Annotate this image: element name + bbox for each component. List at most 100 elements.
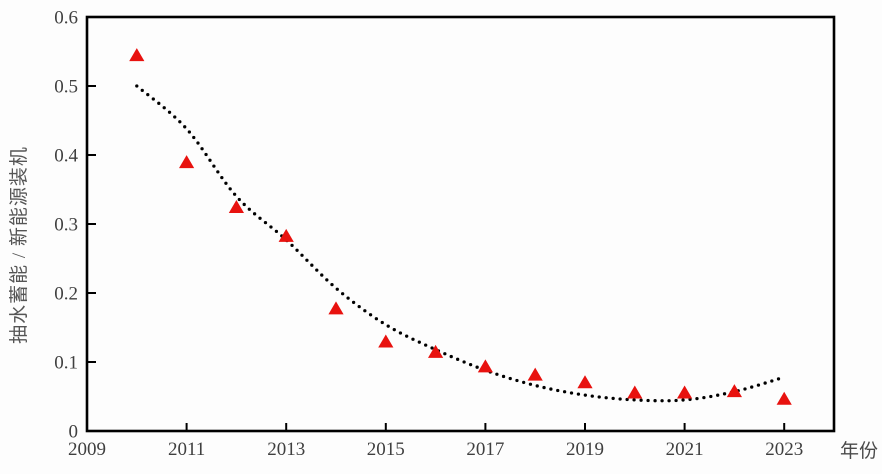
trend-dot	[380, 320, 384, 325]
trend-dot	[220, 175, 224, 180]
trend-dot	[228, 187, 232, 191]
trend-dot	[200, 147, 204, 151]
trend-dot	[146, 93, 150, 97]
trend-dot	[196, 141, 200, 145]
trend-dot	[167, 110, 172, 114]
trend-dot	[674, 398, 678, 403]
trend-dot	[443, 352, 447, 356]
trend-dot	[274, 229, 279, 234]
trend-dot	[709, 394, 713, 399]
trend-dot	[325, 278, 329, 282]
data-point-marker	[129, 48, 145, 62]
y-tick-label: 0.5	[54, 77, 78, 98]
trend-dot	[763, 381, 767, 385]
trend-dot	[495, 372, 499, 376]
trend-dot	[756, 383, 761, 387]
trend-dot	[611, 396, 615, 401]
data-point-marker	[428, 344, 444, 358]
trend-dot	[330, 282, 334, 287]
trend-dot	[204, 152, 208, 157]
trend-dot	[639, 398, 643, 402]
x-tick-label: 2009	[68, 439, 106, 460]
x-tick-label: 2017	[466, 439, 504, 460]
data-point-marker	[179, 155, 195, 169]
trend-dot	[263, 221, 268, 225]
trend-dot	[424, 343, 428, 347]
trend-dot	[522, 380, 526, 385]
trend-dot	[702, 395, 706, 400]
x-tick-label: 2019	[566, 439, 604, 460]
trend-dot	[178, 120, 182, 124]
data-point-marker	[228, 199, 244, 213]
trend-dot	[411, 337, 415, 341]
trend-dot	[456, 357, 460, 361]
trend-dot	[208, 158, 212, 162]
trend-dot	[398, 331, 403, 335]
trend-dot	[340, 292, 345, 296]
trend-dot	[569, 391, 574, 395]
data-point-marker	[577, 375, 593, 389]
trend-dot	[604, 396, 608, 400]
trend-dot	[743, 387, 747, 391]
trend-dot	[258, 216, 262, 220]
trend-dot	[135, 84, 139, 88]
trend-dot	[417, 340, 421, 344]
trend-dot	[290, 243, 294, 248]
trend-dot	[305, 258, 309, 262]
data-point-marker	[527, 367, 543, 381]
trend-dot	[590, 394, 594, 398]
trend-dot	[374, 317, 379, 321]
trend-dot	[632, 398, 636, 402]
trend-dot	[618, 397, 622, 401]
data-point-marker	[677, 385, 693, 399]
y-tick-label: 0.1	[54, 353, 78, 374]
x-axis-title: 年份	[840, 441, 879, 462]
data-point-marker	[477, 359, 493, 373]
trend-dot	[346, 296, 350, 300]
trend-dot	[157, 101, 161, 105]
trend-dot	[295, 248, 299, 252]
data-point-marker	[328, 301, 344, 315]
trend-dot	[475, 365, 479, 369]
trend-dot	[335, 287, 339, 291]
trend-dot	[315, 268, 319, 272]
trend-dot	[468, 363, 473, 367]
trend-dot	[535, 384, 539, 388]
trend-dot	[667, 399, 671, 403]
trend-dot	[515, 378, 519, 383]
y-tick-label: 0.2	[54, 284, 78, 305]
x-tick-label: 2013	[267, 439, 305, 460]
trend-dot	[462, 360, 466, 364]
trend-dot	[232, 192, 237, 196]
data-point-marker	[726, 384, 742, 398]
trend-dot	[269, 225, 273, 229]
trend-dot	[237, 197, 241, 202]
trend-dot	[583, 393, 587, 397]
y-tick-label: 0.3	[54, 215, 78, 236]
trend-dot	[625, 397, 629, 402]
trend-dot	[187, 130, 192, 134]
trend-dot	[576, 392, 581, 396]
trend-dot	[716, 393, 720, 397]
trend-dot	[162, 106, 166, 110]
trend-dot	[363, 309, 367, 313]
trend-dot	[660, 399, 664, 403]
trend-dot	[549, 387, 553, 391]
data-point-marker	[627, 385, 643, 399]
trend-dot	[224, 181, 228, 185]
y-axis-title: 抽水蓄能 / 新能源装机	[9, 146, 30, 344]
trend-dot	[216, 170, 220, 174]
trend-dot	[386, 324, 390, 328]
trend-dot	[300, 253, 304, 257]
trend-dot	[597, 395, 601, 399]
y-tick-label: 0.6	[54, 8, 78, 29]
axis-box	[85, 15, 836, 433]
trend-dot	[770, 379, 774, 383]
trend-dot	[320, 273, 324, 277]
trend-dot	[351, 300, 356, 305]
trend-dot	[140, 88, 144, 93]
trend-dot	[508, 376, 512, 381]
data-point-marker	[278, 228, 294, 242]
y-tick-label: 0	[69, 422, 79, 443]
trend-dot	[310, 263, 314, 267]
